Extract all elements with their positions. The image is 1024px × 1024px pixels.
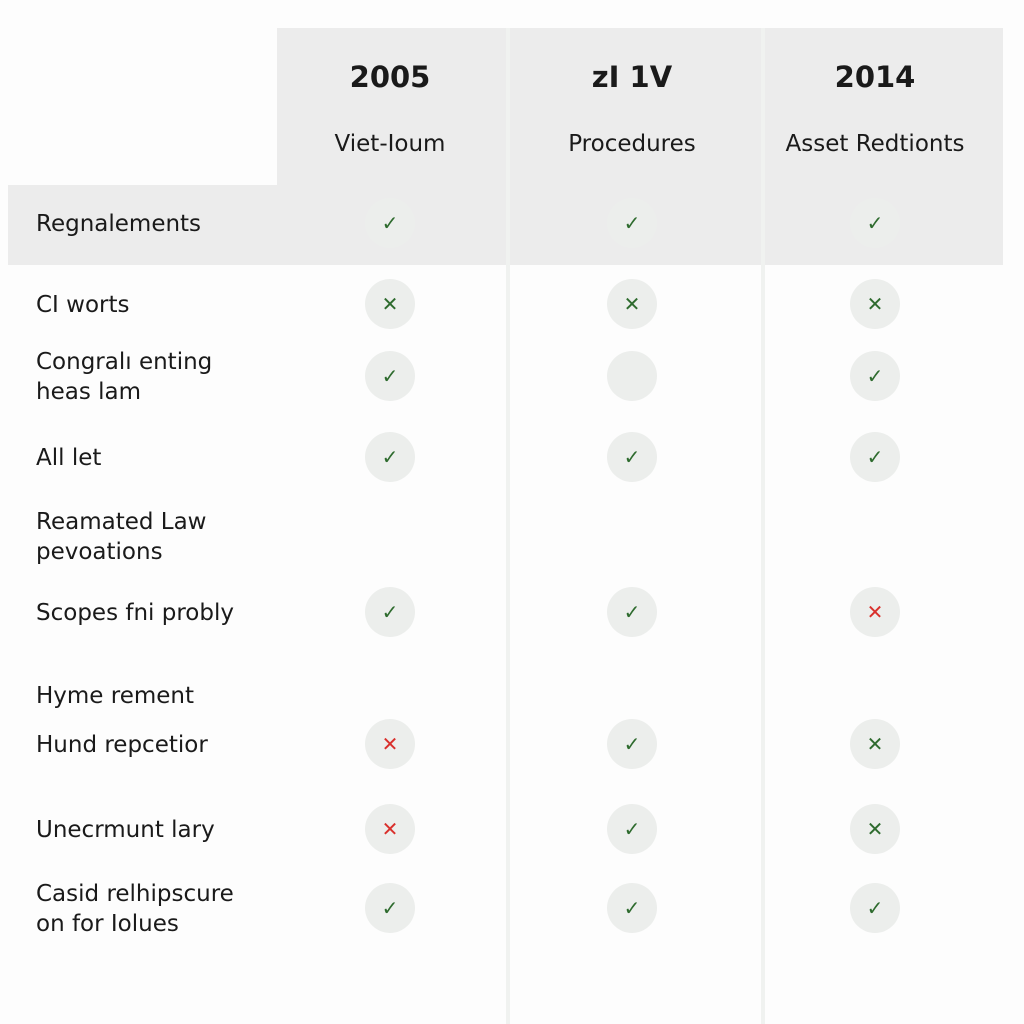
- status-badge: ✕: [850, 587, 900, 637]
- row-label: on for Iolues: [36, 911, 179, 937]
- status-icon: ✓: [866, 364, 884, 388]
- row-label: Hund repcetior: [36, 732, 208, 758]
- column-year: zI 1V: [591, 60, 673, 94]
- status-icon: ✓: [623, 600, 641, 624]
- row-highlight: [8, 185, 1003, 265]
- header-background: [277, 28, 1003, 185]
- status-badge: ✓: [607, 883, 657, 933]
- status-badge: ✓: [365, 587, 415, 637]
- row-label: Reamated Law: [36, 509, 207, 535]
- status-icon: ✓: [381, 364, 399, 388]
- column-year: 2014: [834, 60, 916, 94]
- status-badge: ✕: [365, 719, 415, 769]
- status-icon: ✕: [866, 817, 884, 841]
- status-icon: ✕: [866, 600, 884, 624]
- status-icon: ✓: [623, 445, 641, 469]
- row-label: Hyme rement: [36, 683, 195, 709]
- row-label: Regnalements: [36, 211, 202, 237]
- status-icon: ✕: [623, 292, 641, 316]
- row-label: Congralı enting: [36, 349, 213, 375]
- row-label: Casid relhipscure: [36, 881, 234, 907]
- status-badge: ✕: [850, 279, 900, 329]
- status-badge: ✓: [607, 719, 657, 769]
- status-icon: ✓: [623, 732, 641, 756]
- status-icon: ✓: [623, 896, 641, 920]
- status-badge: ✓: [850, 351, 900, 401]
- status-badge: [607, 351, 657, 401]
- status-icon: ✓: [381, 896, 399, 920]
- status-badge: ✕: [850, 719, 900, 769]
- status-icon: ✓: [381, 600, 399, 624]
- status-icon: ✓: [381, 445, 399, 469]
- status-badge: ✓: [607, 198, 657, 248]
- column-divider: [506, 28, 510, 1024]
- status-badge: ✓: [607, 432, 657, 482]
- row-label: Unecrmunt lary: [36, 817, 215, 843]
- status-icon: ✕: [381, 732, 399, 756]
- status-badge: ✓: [850, 198, 900, 248]
- status-badge: ✓: [607, 587, 657, 637]
- status-badge: ✕: [365, 804, 415, 854]
- row-label: heas lam: [36, 379, 142, 405]
- row-label: All let: [36, 445, 102, 471]
- row-label: Scopes fni probly: [36, 600, 234, 626]
- status-icon: ✕: [866, 732, 884, 756]
- status-badge: ✓: [607, 804, 657, 854]
- status-icon: ✕: [381, 817, 399, 841]
- status-icon: ✓: [866, 896, 884, 920]
- status-badge: ✓: [365, 351, 415, 401]
- column-subtitle: Viet-Ioum: [334, 131, 446, 157]
- column-subtitle: Procedures: [568, 131, 696, 157]
- status-badge: ✓: [850, 432, 900, 482]
- status-icon: ✓: [866, 445, 884, 469]
- status-badge: ✕: [365, 279, 415, 329]
- status-badge: ✓: [365, 432, 415, 482]
- status-icon: ✕: [381, 292, 399, 316]
- status-badge: ✕: [850, 804, 900, 854]
- status-badge: ✓: [365, 198, 415, 248]
- column-year: 2005: [349, 60, 431, 94]
- row-label: CI worts: [36, 292, 130, 318]
- column-divider: [761, 28, 765, 1024]
- status-icon: ✓: [623, 211, 641, 235]
- status-badge: ✓: [850, 883, 900, 933]
- status-icon: ✕: [866, 292, 884, 316]
- column-subtitle: Asset Redtionts: [785, 131, 965, 157]
- status-icon: ✓: [623, 817, 641, 841]
- status-badge: ✓: [365, 883, 415, 933]
- status-icon: ✓: [381, 211, 399, 235]
- row-label: pevoations: [36, 539, 163, 565]
- status-icon: ✓: [866, 211, 884, 235]
- status-badge: ✕: [607, 279, 657, 329]
